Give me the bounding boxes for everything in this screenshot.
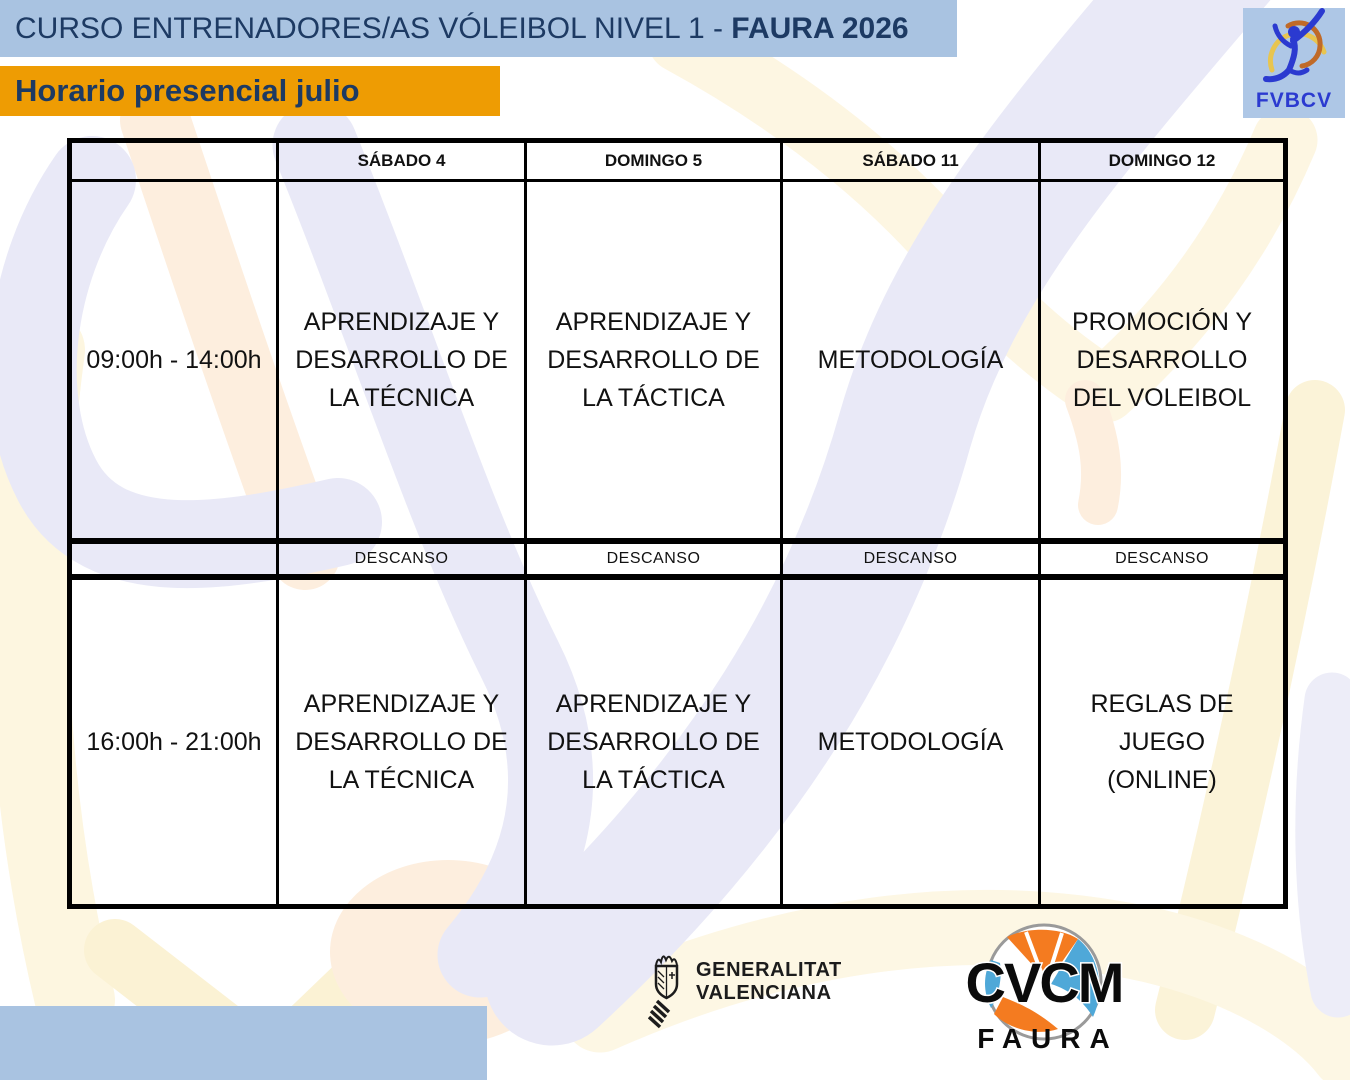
morning-time: 09:00h - 14:00h — [68, 179, 279, 542]
day-header-sabado4: SÁBADO 4 — [276, 139, 527, 182]
bottom-blue-bar — [0, 1006, 487, 1080]
break-empty-cell — [68, 537, 279, 580]
afternoon-time: 16:00h - 21:00h — [68, 575, 279, 908]
title-banner: CURSO ENTRENADORES/AS VÓLEIBOL NIVEL 1 -… — [0, 0, 957, 57]
morning-cell-sabado11: METODOLOGÍA — [780, 179, 1041, 542]
fvbcv-label: FVBCV — [1255, 89, 1333, 112]
corner-cell — [68, 139, 279, 182]
day-header-domingo5: DOMINGO 5 — [524, 139, 783, 182]
subtitle-banner: Horario presencial julio — [0, 66, 500, 116]
cvcm-logo: CVCM FAURA — [952, 920, 1152, 1070]
morning-cell-domingo5: APRENDIZAJE Y DESARROLLO DE LA TÁCTICA — [524, 179, 783, 542]
subtitle-label: Horario presencial julio — [15, 73, 360, 108]
morning-session-row: 09:00h - 14:00h APRENDIZAJE Y DESARROLLO… — [68, 179, 1287, 542]
cvcm-ball-icon: CVCM FAURA — [964, 923, 1126, 1054]
generalitat-line2: VALENCIANA — [696, 982, 832, 1004]
break-cell-domingo12: DESCANSO — [1038, 537, 1287, 580]
afternoon-session-row: 16:00h - 21:00h APRENDIZAJE Y DESARROLLO… — [68, 575, 1287, 908]
day-header-sabado11: SÁBADO 11 — [780, 139, 1041, 182]
afternoon-cell-domingo5: APRENDIZAJE Y DESARROLLO DE LA TÁCTICA — [524, 575, 783, 908]
afternoon-cell-domingo12: REGLAS DE JUEGO (ONLINE) — [1038, 575, 1287, 908]
day-header-row: SÁBADO 4 DOMINGO 5 SÁBADO 11 DOMINGO 12 — [68, 139, 1287, 182]
generalitat-line1: GENERALITAT — [696, 959, 842, 981]
schedule-table: SÁBADO 4 DOMINGO 5 SÁBADO 11 DOMINGO 12 … — [67, 138, 1288, 909]
fvbcv-figure-icon — [1263, 8, 1327, 83]
generalitat-emblem-icon — [648, 955, 679, 1029]
day-header-domingo12: DOMINGO 12 — [1038, 139, 1287, 182]
morning-cell-sabado4: APRENDIZAJE Y DESARROLLO DE LA TÉCNICA — [276, 179, 527, 542]
break-cell-sabado11: DESCANSO — [780, 537, 1041, 580]
break-cell-sabado4: DESCANSO — [276, 537, 527, 580]
cvcm-place-label: FAURA — [977, 1023, 1118, 1054]
generalitat-label: GENERALITAT VALENCIANA — [696, 959, 842, 1005]
generalitat-logo: GENERALITAT VALENCIANA — [648, 951, 842, 1029]
morning-cell-domingo12: PROMOCIÓN Y DESARROLLO DEL VOLEIBOL — [1038, 179, 1287, 542]
course-title: CURSO ENTRENADORES/AS VÓLEIBOL NIVEL 1 -… — [15, 12, 909, 46]
course-title-regular: CURSO ENTRENADORES/AS VÓLEIBOL NIVEL 1 - — [15, 11, 732, 45]
fvbcv-logo: FVBCV — [1243, 8, 1345, 118]
break-row: DESCANSO DESCANSO DESCANSO DESCANSO — [68, 537, 1287, 580]
course-title-bold: FAURA 2026 — [731, 11, 909, 45]
cvcm-name-label: CVCM — [966, 951, 1123, 1014]
break-cell-domingo5: DESCANSO — [524, 537, 783, 580]
afternoon-cell-sabado11: METODOLOGÍA — [780, 575, 1041, 908]
afternoon-cell-sabado4: APRENDIZAJE Y DESARROLLO DE LA TÉCNICA — [276, 575, 527, 908]
